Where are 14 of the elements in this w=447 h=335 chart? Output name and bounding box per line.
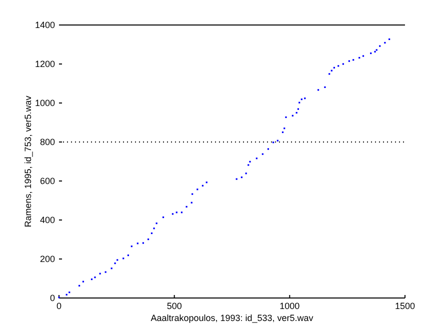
y-tick-label: 400 xyxy=(40,215,55,225)
y-tick-label: 1200 xyxy=(34,59,55,69)
x-tick-label: 1500 xyxy=(394,301,416,311)
x-tick-label: 500 xyxy=(166,301,182,311)
y-axis-title: Ramens, 1995, id_753, ver5.wav xyxy=(23,95,33,228)
y-tick-label: 800 xyxy=(40,137,55,147)
y-tick-label: 200 xyxy=(40,254,55,264)
x-tick-label: 1000 xyxy=(280,301,300,311)
y-tick-label: 600 xyxy=(40,176,55,186)
y-tick-label: 1000 xyxy=(34,98,55,108)
y-tick-label: 0 xyxy=(50,293,55,303)
x-axis-title: Aaaltrakopoulos, 1993: id_533, ver5.wav xyxy=(150,313,314,323)
x-tick-label: 0 xyxy=(56,301,62,311)
y-tick-label: 1400 xyxy=(34,20,55,30)
